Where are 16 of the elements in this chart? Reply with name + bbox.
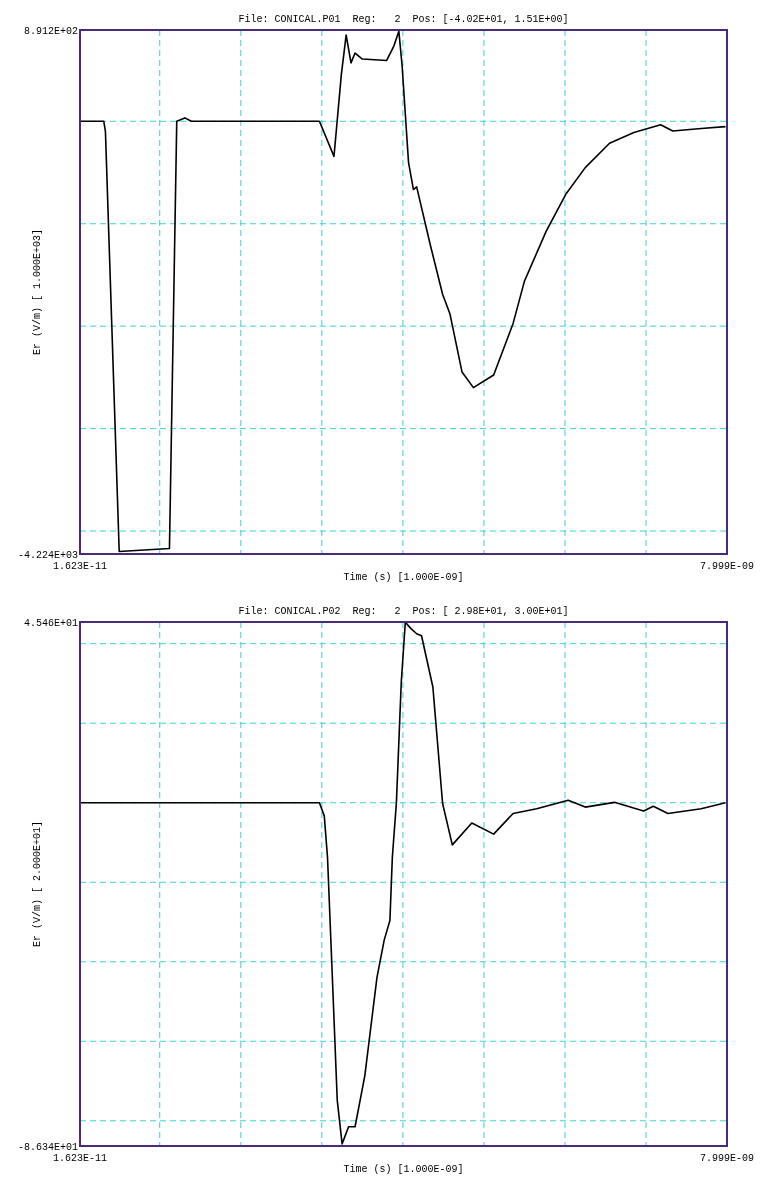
- y-tick-label: -4.224E+03: [17, 549, 78, 561]
- y-tick-label: 8.912E+02: [23, 25, 78, 37]
- y-axis-title: Er (V/m) [ 1.000E+03]: [32, 228, 43, 356]
- y-axis-title: Er (V/m) [ 2.000E+01]: [32, 820, 43, 948]
- x-tick-label: 1.623E-11: [52, 561, 108, 572]
- line-series: [79, 30, 727, 553]
- line-series: [79, 621, 727, 1145]
- y-tick-label: 4.546E+01: [23, 617, 78, 629]
- x-tick-label: 7.999E-09: [699, 1153, 755, 1164]
- x-tick-label: 7.999E-09: [699, 561, 755, 572]
- x-axis-title: Time (s) [1.000E-09]: [343, 572, 464, 583]
- chart-title: File: CONICAL.P01 Reg: 2 Pos: [-4.02E+01, 1.51E+00]: [238, 14, 569, 25]
- y-tick-label: -8.634E+01: [17, 1141, 78, 1153]
- x-axis-title: Time (s) [1.000E-09]: [343, 1164, 464, 1175]
- chart-title: File: CONICAL.P02 Reg: 2 Pos: [ 2.98E+01, 3.00E+01]: [238, 606, 569, 617]
- x-tick-label: 1.623E-11: [52, 1153, 108, 1164]
